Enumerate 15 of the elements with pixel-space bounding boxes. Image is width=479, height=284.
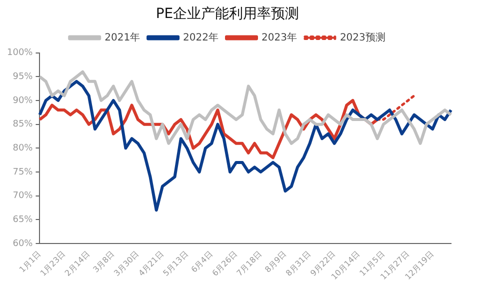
y-tick-label: 65% [12, 215, 34, 226]
y-tick-label: 80% [12, 143, 34, 154]
y-tick-label: 90% [12, 96, 34, 106]
legend-label: 2023预测 [340, 31, 386, 44]
y-tick-label: 75% [12, 167, 34, 178]
y-tick-label: 95% [12, 72, 34, 82]
legend-label: 2022年 [183, 31, 219, 44]
y-tick-label: 70% [12, 191, 34, 202]
y-tick-label: 100% [6, 48, 34, 58]
legend-label: 2023年 [262, 31, 297, 44]
chart-title: PE企业产能利用率预测 [156, 6, 300, 22]
legend-label: 2021年 [104, 31, 140, 44]
x-tick-label: 7月18日 [235, 249, 264, 278]
y-tick-label: 85% [12, 120, 34, 130]
y-tick-label: 60% [12, 238, 34, 249]
